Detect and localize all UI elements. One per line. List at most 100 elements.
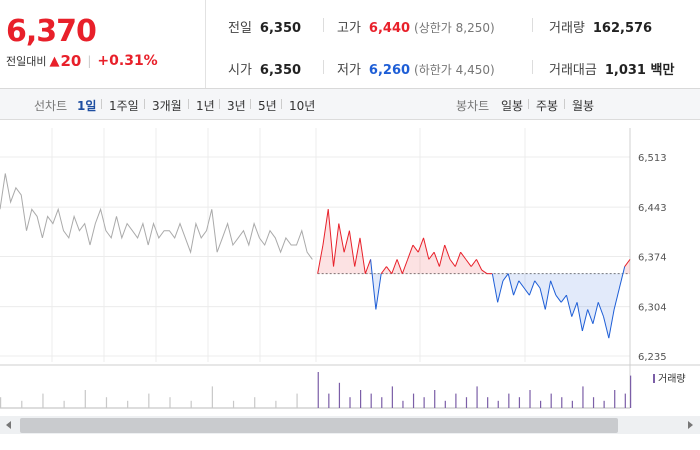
previous-day-line: [0, 173, 313, 260]
down-area-segment: [555, 273, 562, 303]
down-line-segment: [560, 294, 567, 303]
volume-bar: [127, 400, 129, 408]
volume-bar: [254, 397, 256, 408]
up-line-segment: [407, 244, 414, 260]
up-line-segment: [476, 259, 483, 271]
period-5y[interactable]: 5년: [258, 99, 277, 113]
change-value: 20: [60, 52, 82, 70]
volume-bar: [211, 386, 213, 408]
volume-legend-swatch: [653, 374, 655, 383]
period-1y[interactable]: 1년: [196, 99, 215, 113]
volume-bar: [423, 397, 425, 408]
up-line-segment: [327, 209, 335, 267]
volume-bar: [105, 397, 108, 408]
volume-bar: [381, 397, 383, 408]
trade-amount: 거래대금 1,031 백만: [549, 59, 674, 78]
up-line-segment: [454, 252, 462, 267]
down-line-segment: [544, 280, 552, 310]
period-weekly[interactable]: 주봉: [536, 99, 559, 113]
chart-toolbar: 선차트 1일 1주일 3개월 1년 3년 5년 10년 봉차트 일봉 주봉 월봉: [0, 89, 700, 120]
down-line-segment: [576, 302, 583, 332]
scroll-right-icon[interactable]: [688, 421, 693, 429]
up-line-segment: [465, 259, 472, 267]
volume-bar: [190, 400, 192, 408]
scroll-thumb[interactable]: [20, 418, 618, 433]
scroll-left-icon[interactable]: [6, 421, 11, 429]
period-monthly[interactable]: 월봉: [572, 99, 595, 113]
volume-bar: [603, 400, 605, 408]
up-area-segment: [434, 252, 440, 274]
volume-bar: [614, 390, 616, 408]
up-line-segment: [428, 251, 435, 260]
down-line-segment: [613, 287, 620, 310]
up-area-segment: [412, 245, 419, 274]
volume-bar: [529, 390, 531, 408]
down-area-segment: [614, 273, 620, 310]
divider: [144, 99, 145, 109]
divider: [528, 99, 529, 109]
volume-bar: [391, 386, 393, 408]
up-line-segment: [343, 230, 350, 253]
up-area-segment: [344, 230, 350, 274]
volume-bar: [360, 390, 362, 408]
y-tick-label: 6,304: [638, 303, 667, 314]
up-arrow-icon: ▲: [49, 53, 60, 69]
volume-bar: [630, 375, 632, 408]
volume-bar: [169, 397, 171, 408]
volume-bar: [476, 386, 478, 408]
divider: [101, 99, 102, 109]
low-price: 저가 6,260 (하한가 4,450): [337, 59, 495, 78]
change-row: 전일대비 ▲ 20 | +0.31%: [6, 52, 158, 70]
up-area-segment: [418, 237, 424, 274]
candle-chart-label: 봉차트: [456, 99, 490, 113]
amount-value: 1,031 백만: [604, 63, 675, 78]
volume-bar: [540, 400, 542, 408]
up-line-segment: [624, 259, 631, 267]
change-percent: +0.31%: [97, 53, 158, 69]
up-line-segment: [333, 223, 340, 267]
down-line-segment: [491, 273, 499, 303]
period-1w[interactable]: 1주일: [109, 99, 139, 113]
volume-bar: [63, 400, 65, 408]
down-line-segment: [507, 273, 515, 296]
down-area-segment: [524, 273, 530, 296]
volume-bar: [518, 397, 521, 408]
change-divider: |: [87, 54, 92, 68]
upper-limit: (상한가 8,250): [414, 21, 495, 35]
volume: 거래량 162,576: [549, 17, 652, 36]
divider: [250, 99, 251, 109]
period-daily[interactable]: 일봉: [501, 99, 524, 113]
down-area-segment: [540, 273, 546, 310]
volume-bar: [21, 400, 23, 408]
divider: [323, 60, 324, 74]
volume-bar: [624, 393, 626, 408]
up-line-segment: [364, 259, 372, 274]
up-area-segment: [338, 223, 345, 274]
up-line-segment: [444, 244, 451, 260]
y-tick-label: 6,235: [638, 352, 667, 363]
open-value: 6,350: [259, 63, 302, 78]
line-chart-label: 선차트: [34, 99, 68, 113]
price-box: 6,370 전일대비 ▲ 20 | +0.31%: [0, 0, 206, 88]
low-label: 저가: [337, 63, 361, 78]
up-line-segment: [449, 259, 456, 267]
down-area-segment: [561, 273, 567, 303]
high-price: 고가 6,440 (상한가 8,250): [337, 17, 495, 36]
volume-bar: [84, 390, 86, 408]
volume-bar: [317, 372, 319, 408]
period-10y[interactable]: 10년: [289, 99, 316, 113]
down-line-segment: [603, 316, 610, 339]
up-line-segment: [470, 259, 477, 267]
down-area-segment: [518, 273, 525, 288]
volume-bar: [508, 393, 510, 408]
volume-bar: [582, 386, 584, 408]
down-line-segment: [597, 302, 604, 317]
down-line-segment: [370, 259, 377, 310]
down-line-segment: [608, 309, 615, 339]
period-3m[interactable]: 3개월: [152, 99, 182, 113]
down-area-segment: [529, 273, 535, 296]
up-line-segment: [338, 223, 345, 253]
up-line-segment: [359, 237, 366, 274]
period-3y[interactable]: 3년: [227, 99, 246, 113]
period-1d[interactable]: 1일: [77, 99, 97, 113]
